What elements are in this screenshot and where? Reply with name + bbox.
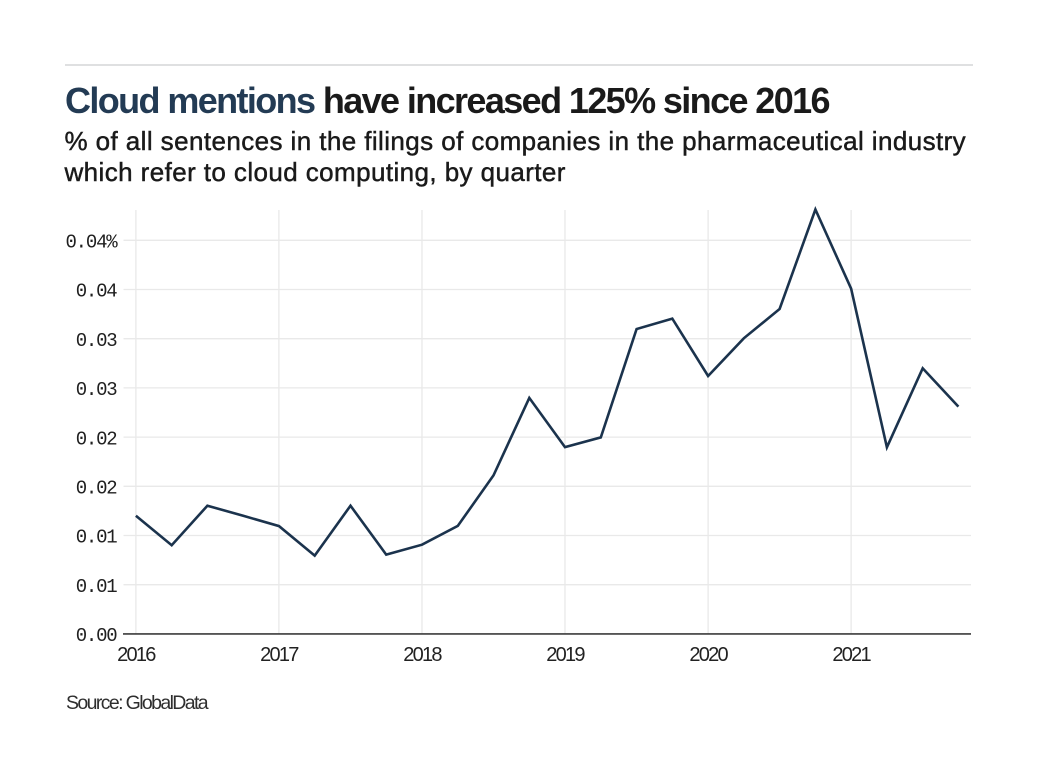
svg-text:2016: 2016 — [117, 644, 156, 666]
svg-text:0.04: 0.04 — [76, 281, 118, 303]
svg-text:2021: 2021 — [832, 644, 871, 666]
svg-text:0.01: 0.01 — [76, 576, 118, 598]
svg-text:2019: 2019 — [546, 644, 585, 666]
svg-text:0.02: 0.02 — [76, 478, 118, 500]
svg-text:0.03: 0.03 — [76, 379, 118, 401]
svg-text:2020: 2020 — [689, 644, 728, 666]
svg-text:2017: 2017 — [260, 644, 299, 666]
svg-text:0.03: 0.03 — [76, 330, 118, 352]
svg-text:0.04%: 0.04% — [65, 232, 118, 254]
svg-text:0.00: 0.00 — [76, 625, 118, 647]
svg-text:0.02: 0.02 — [76, 428, 118, 450]
svg-text:0.01: 0.01 — [76, 527, 118, 549]
svg-text:2018: 2018 — [403, 644, 442, 666]
